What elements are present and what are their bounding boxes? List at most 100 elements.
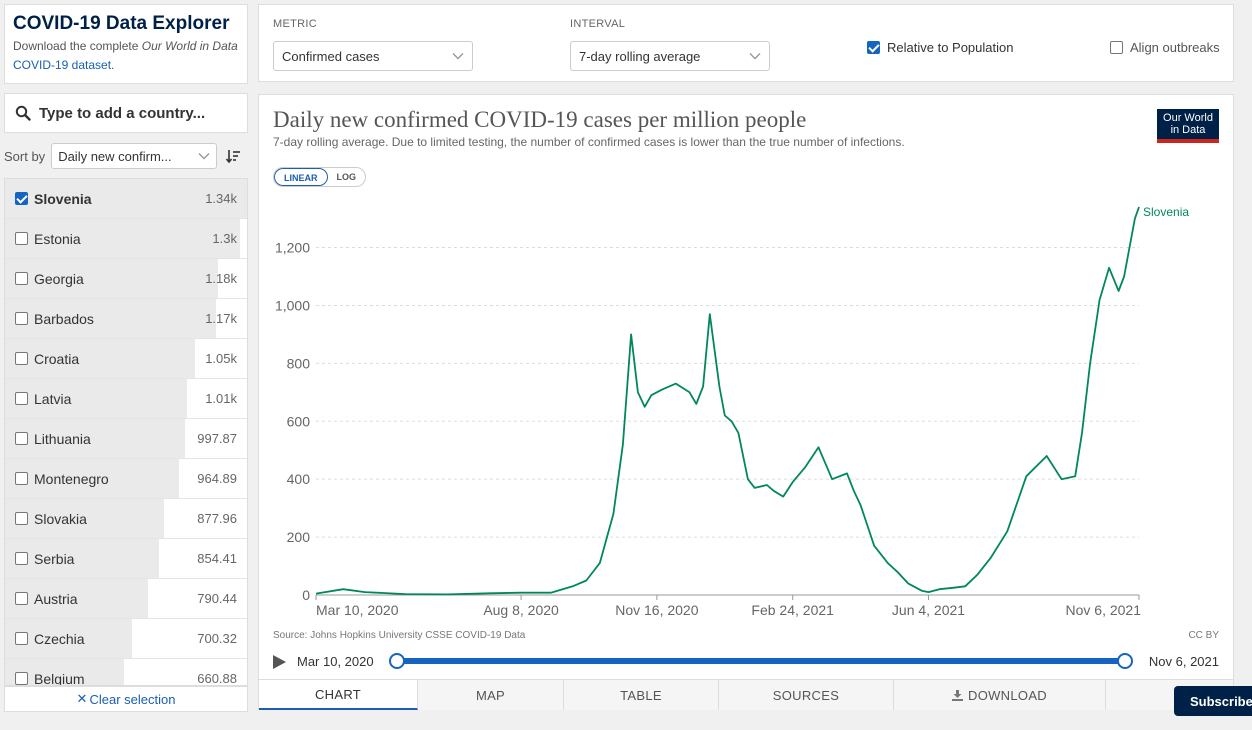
tab-chart-label: CHART xyxy=(314,686,362,702)
sort-row: Sort by Daily new confirm... xyxy=(4,142,248,170)
country-name: Estonia xyxy=(34,230,81,247)
owid-logo[interactable]: Our World in Data xyxy=(1157,109,1219,143)
timeline: Mar 10, 2020 Nov 6, 2021 xyxy=(273,651,1221,673)
country-checkbox[interactable] xyxy=(15,672,28,685)
country-item[interactable]: Belgium 660.88 xyxy=(5,659,247,685)
scale-toggle: LINEAR LOG xyxy=(273,167,366,187)
country-name: Lithuania xyxy=(34,430,91,447)
y-tick-label: 0 xyxy=(302,587,310,603)
x-tick-label: Feb 24, 2021 xyxy=(751,602,834,618)
country-checkbox[interactable] xyxy=(15,512,28,525)
interval-select[interactable]: 7-day rolling average xyxy=(570,41,770,71)
tab-download[interactable]: DOWNLOAD xyxy=(894,680,1106,710)
tab-table[interactable]: TABLE xyxy=(564,680,719,710)
chart-title: Daily new confirmed COVID-19 cases per m… xyxy=(273,107,807,132)
scale-log-button[interactable]: LOG xyxy=(336,172,357,182)
country-item[interactable]: Latvia 1.01k xyxy=(5,379,247,419)
country-item[interactable]: Barbados 1.17k xyxy=(5,299,247,339)
country-name: Czechia xyxy=(34,630,85,647)
y-tick-label: 800 xyxy=(287,355,311,371)
country-item[interactable]: Czechia 700.32 xyxy=(5,619,247,659)
explorer-title: COVID-19 Data Explorer xyxy=(13,13,230,34)
sort-order-icon[interactable] xyxy=(225,148,241,164)
relative-label: Relative to Population xyxy=(887,40,1014,55)
country-checkbox[interactable] xyxy=(15,632,28,645)
country-checkbox[interactable] xyxy=(15,192,28,205)
scale-linear-button[interactable]: LINEAR xyxy=(274,168,328,186)
country-checkbox[interactable] xyxy=(15,552,28,565)
timeline-start-handle[interactable] xyxy=(389,653,405,669)
timeline-end-handle[interactable] xyxy=(1117,653,1133,669)
country-value: 1.05k xyxy=(205,351,237,366)
country-item[interactable]: Estonia 1.3k xyxy=(5,219,247,259)
tab-sources[interactable]: SOURCES xyxy=(719,680,894,710)
country-checkbox[interactable] xyxy=(15,352,28,365)
x-tick-label: Jun 4, 2021 xyxy=(892,602,965,618)
country-checkbox[interactable] xyxy=(15,392,28,405)
chart-subtitle: 7-day rolling average. Due to limited te… xyxy=(273,135,905,149)
tab-download-label: DOWNLOAD xyxy=(968,687,1047,703)
logo-line-2: in Data xyxy=(1170,124,1206,136)
tab-map[interactable]: MAP xyxy=(418,680,564,710)
country-value-bar xyxy=(5,179,247,218)
country-item[interactable]: Montenegro 964.89 xyxy=(5,459,247,499)
country-value: 1.01k xyxy=(205,391,237,406)
country-value-bar xyxy=(5,299,217,338)
tab-sources-label: SOURCES xyxy=(772,687,840,703)
country-value: 997.87 xyxy=(197,431,237,446)
logo-line-1: Our World xyxy=(1163,112,1213,124)
x-tick-label: Mar 10, 2020 xyxy=(316,602,399,618)
country-name: Montenegro xyxy=(34,470,109,487)
country-checkbox[interactable] xyxy=(15,312,28,325)
country-name: Barbados xyxy=(34,310,94,327)
align-outbreaks-toggle[interactable]: Align outbreaks xyxy=(1110,40,1220,55)
play-icon[interactable] xyxy=(273,655,286,669)
country-item[interactable]: Slovakia 877.96 xyxy=(5,499,247,539)
chevron-down-icon xyxy=(198,153,210,160)
country-checkbox[interactable] xyxy=(15,472,28,485)
country-value: 1.3k xyxy=(212,231,237,246)
align-checkbox[interactable] xyxy=(1110,41,1123,54)
country-item[interactable]: Georgia 1.18k xyxy=(5,259,247,299)
relative-checkbox[interactable] xyxy=(867,41,880,54)
metric-label: METRIC xyxy=(273,18,317,30)
country-checkbox[interactable] xyxy=(15,432,28,445)
y-tick-label: 1,200 xyxy=(275,240,310,256)
country-name: Slovenia xyxy=(34,190,92,207)
country-value: 877.96 xyxy=(197,511,237,526)
search-input[interactable] xyxy=(39,104,239,122)
country-value-bar xyxy=(5,539,160,578)
country-item[interactable]: Serbia 854.41 xyxy=(5,539,247,579)
series-line xyxy=(315,206,1140,596)
timeline-track[interactable] xyxy=(389,653,1133,669)
align-label: Align outbreaks xyxy=(1130,40,1220,55)
metric-select[interactable]: Confirmed cases xyxy=(273,41,473,71)
series-label: Slovenia xyxy=(1143,205,1189,219)
country-checkbox[interactable] xyxy=(15,592,28,605)
country-item[interactable]: Croatia 1.05k xyxy=(5,339,247,379)
country-search[interactable] xyxy=(4,93,248,133)
country-item[interactable]: Lithuania 997.87 xyxy=(5,419,247,459)
relative-to-population-toggle[interactable]: Relative to Population xyxy=(867,40,1013,55)
country-item[interactable]: Austria 790.44 xyxy=(5,579,247,619)
sort-select[interactable]: Daily new confirm... xyxy=(51,143,218,169)
subscribe-button[interactable]: Subscribe xyxy=(1174,686,1252,716)
chart-license[interactable]: CC BY xyxy=(1188,630,1219,641)
explorer-title-box: COVID-19 Data Explorer Download the comp… xyxy=(4,4,248,84)
x-tick-label: Aug 8, 2020 xyxy=(483,602,559,618)
dataset-link[interactable]: COVID-19 dataset. xyxy=(13,58,115,72)
country-name: Serbia xyxy=(34,550,75,567)
country-checkbox[interactable] xyxy=(15,272,28,285)
country-value-bar xyxy=(5,499,164,538)
country-value: 1.34k xyxy=(205,191,237,206)
y-tick-label: 400 xyxy=(287,471,311,487)
tab-chart[interactable]: CHART xyxy=(259,680,418,710)
line-chart: 0 200 400 600 800 1,000 1,200 Mar 10, 2020 Aug 8… xyxy=(275,205,1189,618)
timeline-start-label: Mar 10, 2020 xyxy=(297,654,374,669)
sort-label: Sort by xyxy=(4,148,46,164)
interval-value: 7-day rolling average xyxy=(579,48,701,64)
country-value: 964.89 xyxy=(197,471,237,486)
country-item[interactable]: Slovenia 1.34k xyxy=(5,179,247,219)
country-checkbox[interactable] xyxy=(15,232,28,245)
clear-selection-button[interactable]: ✕ Clear selection xyxy=(4,686,248,712)
